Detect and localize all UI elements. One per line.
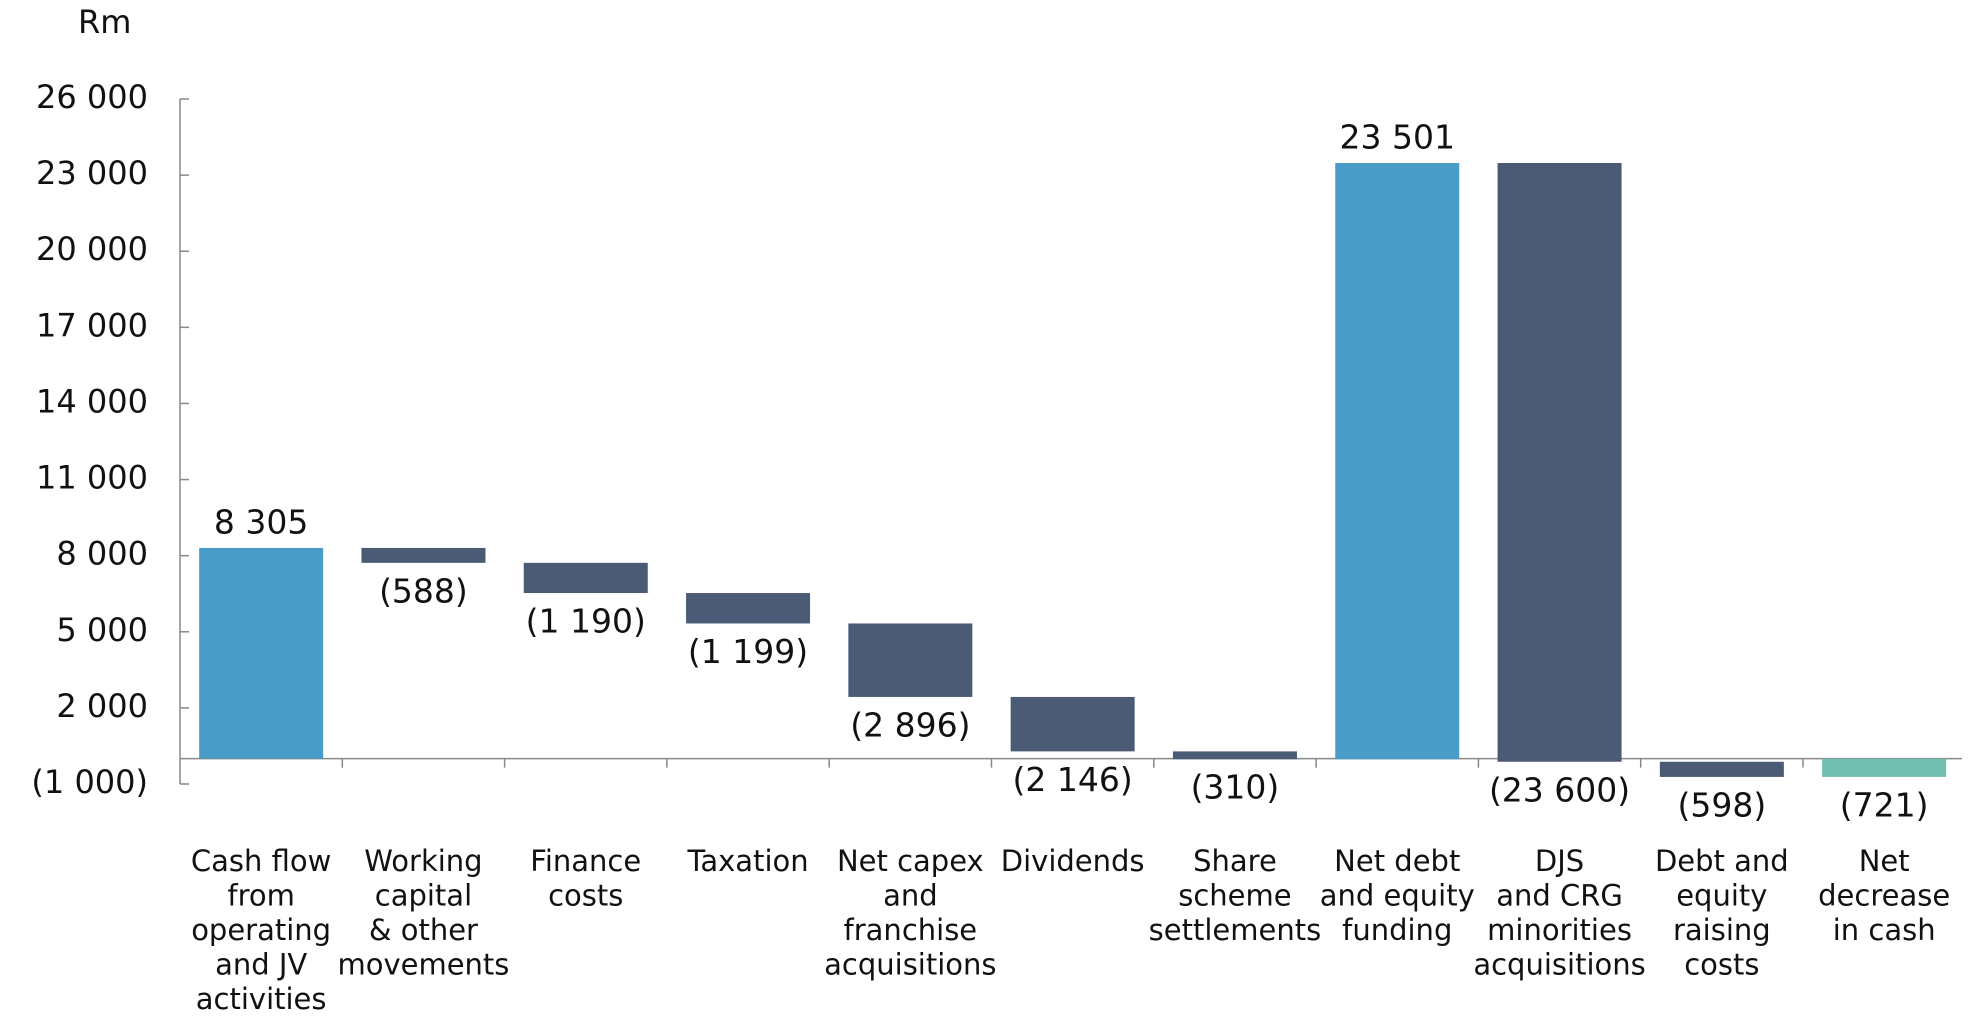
value-label: (1 199) xyxy=(688,632,808,671)
value-label: (598) xyxy=(1677,785,1766,824)
bar xyxy=(1172,751,1297,760)
x-tick-label-line: and xyxy=(883,879,938,913)
y-unit-label: Rm xyxy=(78,3,131,41)
x-tick-label-line: Net xyxy=(1859,844,1910,878)
x-tick-label-line: Net debt xyxy=(1334,844,1460,878)
y-tick-label: 23 000 xyxy=(36,154,148,192)
value-label: (1 190) xyxy=(526,602,646,641)
y-tick-label: 26 000 xyxy=(36,78,148,116)
x-tick-label-line: Net capex xyxy=(837,844,984,878)
x-tick-label-line: & other xyxy=(369,913,478,947)
bar xyxy=(1335,163,1460,760)
bar xyxy=(1010,696,1135,752)
x-tick-label: Dividends xyxy=(1001,844,1145,878)
x-tick-label-line: equity xyxy=(1676,879,1767,913)
x-tick-label-line: Cash flow xyxy=(191,844,331,878)
x-tick-label: Working capital & other movements xyxy=(337,844,509,982)
value-label: (310) xyxy=(1191,768,1280,807)
x-tick-label-line: activities xyxy=(196,982,327,1016)
value-label: (721) xyxy=(1840,785,1929,824)
value-label: 8 305 xyxy=(214,502,308,541)
x-tick-label-line: settlements xyxy=(1149,913,1322,947)
x-tick-label-line: and CRG xyxy=(1496,879,1623,913)
y-tick-label: (1 000) xyxy=(31,763,148,801)
x-tick-label-line: costs xyxy=(1684,948,1759,982)
x-tick-label: Net decrease in cash xyxy=(1818,844,1950,947)
y-tick-label: 8 000 xyxy=(56,535,148,573)
bar xyxy=(686,593,811,624)
bar xyxy=(523,562,648,594)
y-tick-label: 5 000 xyxy=(56,611,148,649)
x-tick-label-line: Taxation xyxy=(686,844,808,878)
x-tick-label: Cash flow from operating and JV activities xyxy=(191,844,331,1016)
x-tick-label: Debt and equity raising costs xyxy=(1655,844,1789,982)
x-tick-label: Net capex and franchise acquisitions xyxy=(824,844,996,982)
x-tick-label-line: acquisitions xyxy=(824,948,996,982)
bar xyxy=(1659,761,1784,777)
value-label: 23 501 xyxy=(1340,118,1455,157)
x-tick-label-line: capital xyxy=(375,879,472,913)
value-label: (23 600) xyxy=(1489,770,1630,809)
y-tick-label: 20 000 xyxy=(36,230,148,268)
bar xyxy=(1822,758,1947,777)
y-tick-label: 11 000 xyxy=(36,459,148,497)
x-tick-label: DJS and CRG minorities acquisitions xyxy=(1473,844,1645,982)
x-tick-label: Net debt and equity funding xyxy=(1320,844,1475,947)
value-label: (2 146) xyxy=(1013,760,1133,799)
bar xyxy=(361,547,486,563)
value-label: (2 896) xyxy=(850,705,970,744)
x-tick-label-line: movements xyxy=(337,948,509,982)
x-tick-label: Taxation xyxy=(686,844,808,878)
x-tick-label: Share scheme settlements xyxy=(1149,844,1322,947)
x-tick-label-line: decrease xyxy=(1818,879,1950,913)
x-tick-label-line: costs xyxy=(548,879,623,913)
x-tick-label: Finance costs xyxy=(530,844,641,913)
bar xyxy=(848,623,973,697)
y-tick-label: 2 000 xyxy=(56,687,148,725)
x-tick-label-line: and equity xyxy=(1320,879,1475,913)
x-tick-label-line: acquisitions xyxy=(1473,948,1645,982)
x-tick-label-line: minorities xyxy=(1487,913,1632,947)
x-tick-label-line: in cash xyxy=(1833,913,1936,947)
bar xyxy=(1497,163,1622,762)
y-tick-label: 14 000 xyxy=(36,382,148,420)
x-tick-label-line: franchise xyxy=(844,913,978,947)
x-tick-label-line: Working xyxy=(364,844,482,878)
x-tick-label-line: Finance xyxy=(530,844,641,878)
value-label: (588) xyxy=(379,571,468,610)
x-tick-label-line: raising xyxy=(1673,913,1771,947)
x-tick-label-line: operating xyxy=(191,913,331,947)
x-tick-label-line: Share xyxy=(1193,844,1277,878)
x-tick-label-line: DJS xyxy=(1535,844,1584,878)
x-tick-label-line: from xyxy=(227,879,295,913)
x-tick-label-line: Dividends xyxy=(1001,844,1145,878)
x-tick-label-line: and JV xyxy=(215,948,307,982)
bar xyxy=(199,547,324,759)
x-tick-label-line: scheme xyxy=(1178,879,1291,913)
x-tick-label-line: funding xyxy=(1342,913,1452,947)
x-tick-label-line: Debt and xyxy=(1655,844,1789,878)
y-tick-label: 17 000 xyxy=(36,306,148,344)
